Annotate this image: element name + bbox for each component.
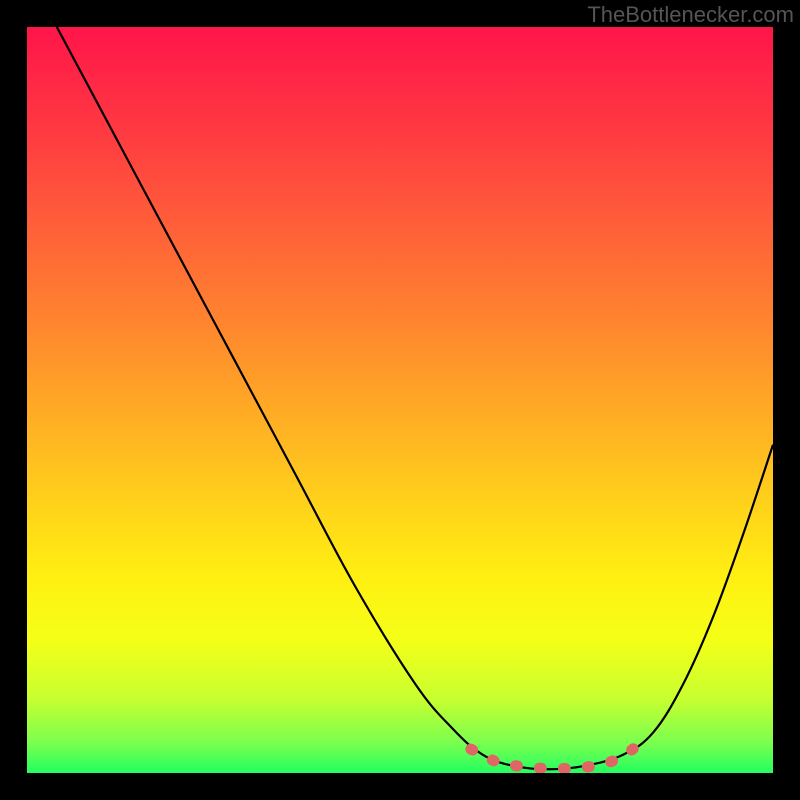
watermark-text: TheBottlenecker.com — [587, 2, 794, 28]
bottleneck-curve — [57, 27, 773, 769]
chart-plot-area — [27, 27, 773, 773]
optimal-range-highlight — [471, 745, 639, 769]
curve-layer — [27, 27, 773, 773]
